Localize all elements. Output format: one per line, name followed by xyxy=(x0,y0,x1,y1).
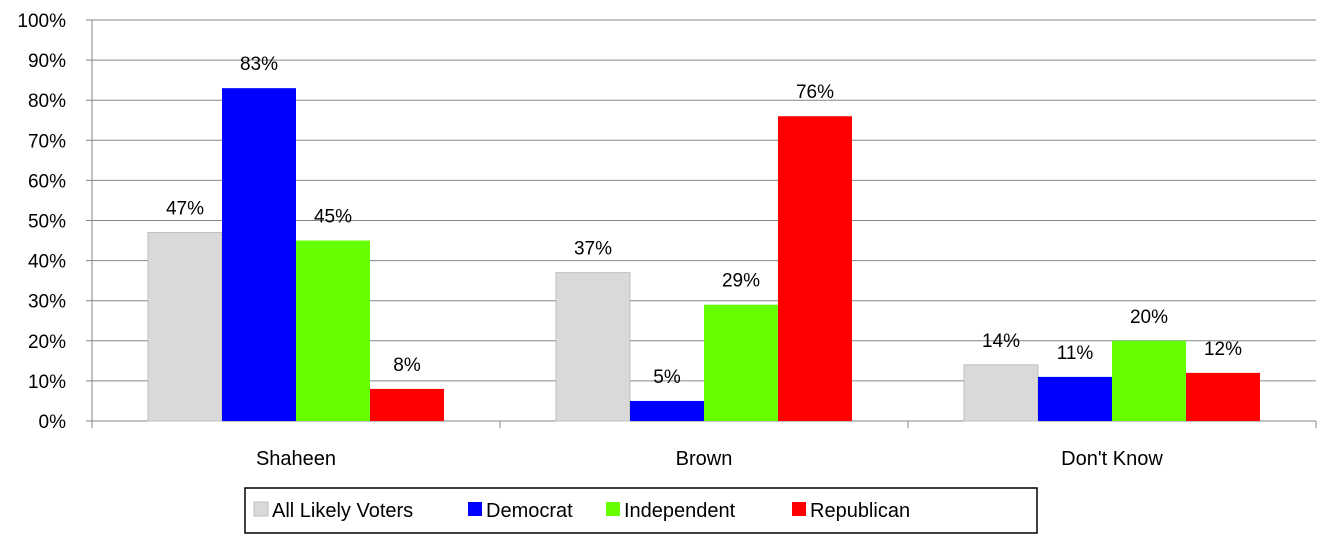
bar-1-2 xyxy=(704,304,778,421)
y-tick-label: 50% xyxy=(28,212,66,233)
legend-swatch xyxy=(792,502,806,516)
legend-label: Republican xyxy=(810,500,910,522)
data-label: 45% xyxy=(314,207,352,228)
data-labels: 47% 83% 45% 8% 37% 5% 29% 76% 14% 11% 20% 12% xyxy=(166,54,1242,388)
bar-0-2 xyxy=(296,240,370,421)
data-label: 14% xyxy=(982,331,1020,352)
y-tick-label: 10% xyxy=(28,372,66,393)
y-tick-label: 90% xyxy=(28,51,66,72)
legend-swatch xyxy=(606,502,620,516)
x-category-label: Shaheen xyxy=(256,448,336,470)
data-label: 20% xyxy=(1130,307,1168,328)
legend-label: All Likely Voters xyxy=(272,500,413,522)
y-tick-label: 80% xyxy=(28,91,66,112)
bar-1-1 xyxy=(630,400,704,421)
data-label: 83% xyxy=(240,54,278,75)
legend-swatch xyxy=(253,501,269,517)
x-category-label: Don't Know xyxy=(1061,448,1163,470)
bar-2-1 xyxy=(1038,376,1112,421)
bar-1-0 xyxy=(555,272,631,422)
y-tick-label: 70% xyxy=(28,131,66,152)
data-label: 29% xyxy=(722,271,760,292)
bar-0-0 xyxy=(147,232,223,422)
bars xyxy=(147,88,1260,422)
data-label: 12% xyxy=(1204,339,1242,360)
bar-2-2 xyxy=(1112,340,1186,421)
legend: All Likely Voters Democrat Independent Repu… xyxy=(244,487,1038,534)
y-tick-label: 30% xyxy=(28,292,66,313)
y-tick-label: 60% xyxy=(28,171,66,192)
data-label: 76% xyxy=(796,82,834,103)
data-label: 8% xyxy=(393,355,421,376)
legend-label: Democrat xyxy=(486,500,573,522)
x-category-label: Brown xyxy=(676,448,733,470)
y-tick-label: 0% xyxy=(39,412,67,433)
legend-swatch xyxy=(468,502,482,516)
data-label: 5% xyxy=(653,367,681,388)
bar-2-3 xyxy=(1186,372,1260,421)
bar-1-3 xyxy=(778,116,852,422)
bar-0-3 xyxy=(370,388,444,421)
data-label: 37% xyxy=(574,239,612,260)
y-tick-label: 40% xyxy=(28,252,66,273)
legend-box xyxy=(244,487,1038,534)
bar-2-0 xyxy=(963,364,1039,422)
bar-0-1 xyxy=(222,88,296,422)
data-label: 47% xyxy=(166,199,204,220)
y-tick-label: 100% xyxy=(17,11,66,32)
data-label: 11% xyxy=(1057,343,1094,364)
legend-label: Independent xyxy=(624,500,736,522)
y-tick-label: 20% xyxy=(28,332,66,353)
